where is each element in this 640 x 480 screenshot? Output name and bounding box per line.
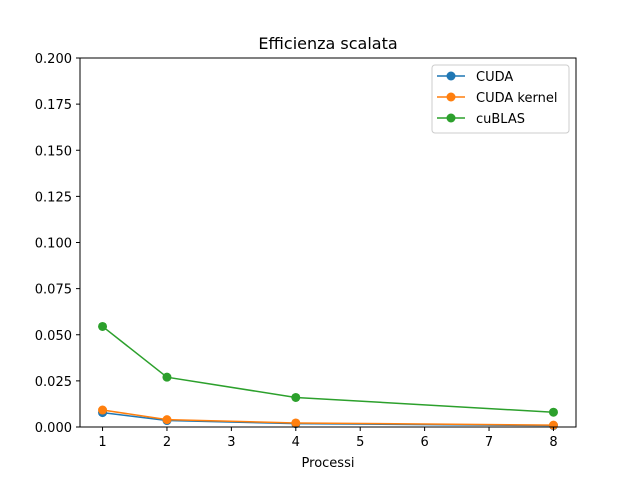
series-line-cublas xyxy=(102,325,554,413)
legend-box xyxy=(431,64,570,134)
legend-label: cuBLAS xyxy=(476,112,525,127)
legend-label: CUDA kernel xyxy=(476,91,557,106)
legend-item-cuda: CUDA xyxy=(437,70,513,85)
y-tick-label: 0.050 xyxy=(35,329,72,344)
y-tick-label: 0.125 xyxy=(35,190,72,205)
data-point-cuda-kernel xyxy=(162,415,172,425)
y-tick-label: 0.200 xyxy=(35,52,72,67)
x-tick-label: 1 xyxy=(98,435,106,450)
x-axis-label: Processi xyxy=(302,456,355,471)
y-tick-label: 0.175 xyxy=(35,98,72,113)
x-tick-label: 5 xyxy=(356,435,364,450)
x-tick-label: 3 xyxy=(227,435,235,450)
legend-item-cublas: cuBLAS xyxy=(437,112,525,127)
x-tick-label: 7 xyxy=(485,435,493,450)
series-cublas xyxy=(98,321,558,417)
data-point-cublas xyxy=(291,392,301,402)
y-tick-label: 0.100 xyxy=(35,237,72,252)
legend-item-cuda-kernel: CUDA kernel xyxy=(437,91,557,106)
x-axis: 1 2 3 4 5 6 7 8 xyxy=(98,427,558,450)
series-line-cuda-kernel xyxy=(102,409,554,426)
x-tick-label: 6 xyxy=(420,435,428,450)
data-point-cuda-kernel xyxy=(98,405,108,415)
data-point-cublas xyxy=(98,321,108,331)
x-tick-label: 8 xyxy=(549,435,557,450)
y-tick-label: 0.025 xyxy=(35,375,72,390)
series-cuda-kernel xyxy=(98,405,558,430)
y-tick-label: 0.075 xyxy=(35,283,72,298)
legend: CUDA CUDA kernel cuBLAS xyxy=(431,64,570,134)
y-tick-label: 0.150 xyxy=(35,144,72,159)
legend-marker xyxy=(446,92,456,102)
legend-label: CUDA xyxy=(476,70,513,85)
legend-marker xyxy=(446,113,456,123)
data-point-cublas xyxy=(162,372,172,382)
y-axis: 0.000 0.025 0.050 0.075 0.100 0.125 0.150 0.175… xyxy=(35,52,80,436)
data-point-cuda-kernel xyxy=(291,418,301,428)
x-tick-label: 4 xyxy=(292,435,300,450)
data-point-cublas xyxy=(548,407,558,417)
series-layer xyxy=(98,321,558,431)
chart-title: Efficienza scalata xyxy=(258,34,397,53)
y-tick-label: 0.000 xyxy=(35,421,72,436)
legend-marker xyxy=(446,71,456,81)
x-tick-label: 2 xyxy=(163,435,171,450)
